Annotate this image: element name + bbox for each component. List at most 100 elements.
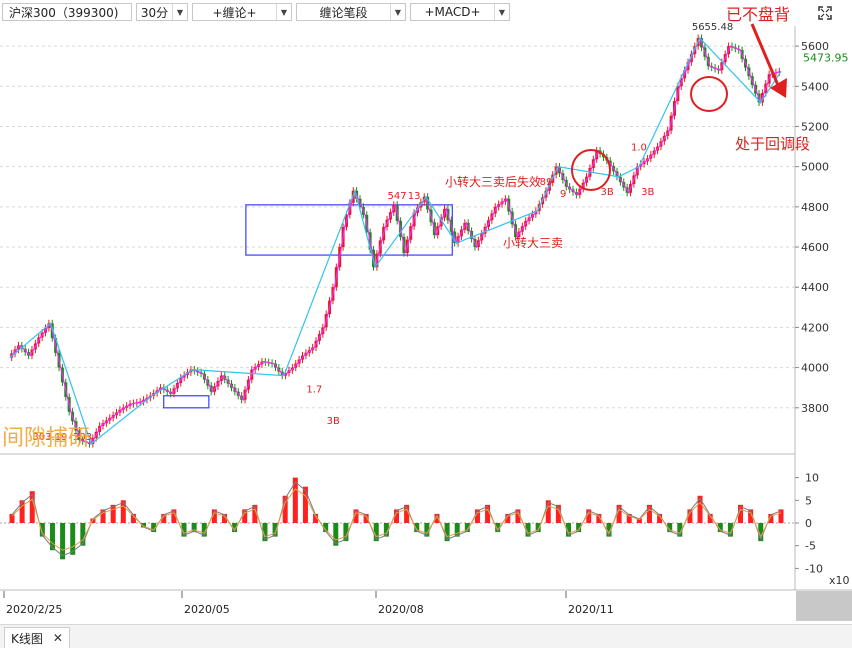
macd-bar [707, 513, 713, 523]
macd-bar [302, 486, 308, 523]
x-tick-label: 2020/2/25 [6, 603, 62, 616]
macd-bar [60, 523, 66, 560]
macd-bar [151, 523, 157, 533]
macd-bar [80, 523, 86, 546]
annotation-sell-fail: 小转大三卖后失效 [445, 174, 541, 189]
macd-bar [576, 523, 582, 533]
macd-bar [9, 513, 15, 523]
macd-bar [110, 504, 116, 523]
macd-bar [646, 504, 652, 523]
macd-bar [434, 513, 440, 523]
macd-bar [778, 509, 784, 523]
macd-bar [505, 513, 511, 523]
macd-bar [161, 513, 167, 523]
last-price-label: 5473.95 [803, 51, 849, 64]
annotation-no-divergence: 已不盘背 [726, 5, 790, 24]
macd-bar [667, 523, 673, 533]
macd-bar [70, 523, 76, 555]
period-dropdown[interactable]: 30分 ▼ [136, 3, 188, 21]
macd-bar [201, 523, 207, 537]
price-label: 547 [388, 191, 407, 202]
macd-unit-label: x10 [829, 574, 850, 587]
toolbar: 沪深300（399300) 30分 ▼ +缠论+ ▼ 缠论笔段 ▼ +MACD+… [0, 0, 852, 26]
highlight-circle [571, 149, 611, 191]
macd-bar [474, 509, 480, 523]
macd-bar [373, 523, 379, 542]
price-label: 1.7 [306, 385, 322, 396]
y-tick-label: 5400 [801, 80, 829, 93]
macd-bar [606, 523, 612, 537]
price-label: 3B [327, 416, 340, 427]
macd-bar [141, 523, 147, 528]
macd-bar [120, 500, 126, 523]
symbol-selector[interactable]: 沪深300（399300) [2, 3, 132, 21]
macd-bar [262, 523, 268, 542]
symbol-label: 沪深300（399300) [9, 5, 119, 20]
x-tick-label: 2020/05 [184, 603, 230, 616]
macd-tick-label: -10 [805, 562, 823, 575]
macd-bar [49, 523, 55, 551]
macd-tick-label: 0 [805, 517, 812, 530]
macd-bar [586, 509, 592, 523]
macd-bar [221, 513, 227, 523]
close-icon[interactable]: ✕ [52, 631, 63, 645]
chevron-down-icon: ▼ [276, 4, 291, 20]
y-tick-label: 4400 [801, 281, 829, 294]
chevron-down-icon: ▼ [172, 4, 187, 20]
macd-bar [768, 513, 774, 523]
plugin2-label: 缠论笔段 [319, 5, 368, 20]
plugin1-dropdown[interactable]: +缠论+ ▼ [192, 3, 292, 21]
plugin2-dropdown[interactable]: 缠论笔段 ▼ [296, 3, 406, 21]
y-tick-label: 5600 [801, 40, 829, 53]
macd-tick-label: 10 [805, 472, 819, 485]
annotation-sell: 小转大三卖 [503, 235, 563, 250]
tab-bar: K线图 ✕ [0, 624, 852, 648]
y-tick-label: 4600 [801, 241, 829, 254]
y-tick-label: 4200 [801, 321, 829, 334]
y-tick-label: 4800 [801, 201, 829, 214]
period-label: 30分 [140, 5, 169, 20]
tab-kline[interactable]: K线图 ✕ [4, 627, 70, 648]
price-label: 303.19 [32, 432, 67, 443]
x-axis-area [0, 591, 795, 621]
down-arrow-shaft [750, 23, 782, 91]
kline-chart[interactable]: 3800 4000 4200 4400 4600 4800 5000 5200 5400 5600… [0, 0, 852, 624]
macd-bar [394, 509, 399, 523]
macd-bar [485, 504, 491, 523]
macd-bar [333, 523, 339, 546]
macd-bar [242, 509, 248, 523]
chevron-down-icon: ▼ [390, 4, 405, 20]
macd-bar [292, 477, 298, 523]
macd-bar [727, 523, 733, 537]
macd-bar [444, 523, 450, 542]
macd-bar [616, 504, 622, 523]
macd-bar [282, 495, 288, 523]
macd-bar [19, 500, 25, 523]
annotation-pullback: 处于回调段 [735, 135, 810, 153]
watermark-text: 间隙捕研 [2, 426, 91, 451]
macd-bar [211, 509, 217, 523]
macd-bar [758, 523, 764, 542]
bi-line [9, 36, 782, 445]
macd-bar [495, 523, 501, 533]
macd-bar [353, 509, 359, 523]
price-label: 3B [601, 187, 614, 198]
price-label: 5655.48 [692, 22, 733, 33]
fullscreen-icon[interactable] [818, 6, 832, 20]
macd-bar [252, 504, 258, 523]
macd-bar [191, 523, 197, 533]
macd-bar [535, 523, 541, 533]
price-label: 13 [408, 191, 421, 202]
macd-bar [515, 509, 521, 523]
price-label: 1.0 [631, 143, 647, 154]
plugin3-dropdown[interactable]: +MACD+ ▼ [410, 3, 510, 21]
macd-tick-label: 5 [805, 494, 812, 507]
plugin1-label: +缠论+ [212, 5, 257, 20]
x-tick-label: 2020/11 [568, 603, 614, 616]
macd-bar [130, 513, 136, 523]
macd-bar [171, 509, 177, 523]
macd-bar [464, 523, 470, 533]
tab-label: K线图 [11, 631, 43, 646]
macd-bar [313, 513, 319, 523]
macd-bar [596, 513, 602, 523]
